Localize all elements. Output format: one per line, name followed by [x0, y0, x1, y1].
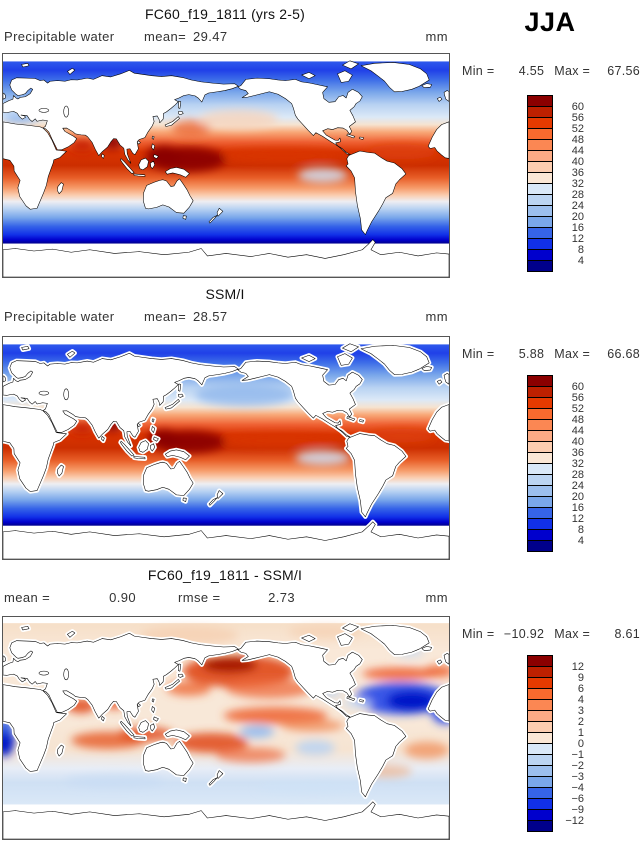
colorbar-tick-label: 56 [571, 112, 584, 124]
colorbar-cell [527, 260, 553, 272]
colorbar-tick-label: 16 [571, 222, 584, 234]
colorbar-tick-label: 1 [577, 727, 584, 739]
colorbar-tick-label: 16 [571, 502, 584, 514]
panel1-variable-label: Precipitable water [4, 29, 115, 44]
colorbar-tick-label: 2 [577, 716, 584, 728]
panel3-rmse-label: rmse = [178, 590, 221, 605]
panel3-mean-value: 0.90 [109, 590, 136, 605]
max-value: 66.68 [607, 347, 640, 361]
panel2-minmax: Min = 5.88 Max = 66.68 [462, 347, 640, 361]
colorbar-tick-label: 40 [571, 156, 584, 168]
colorbar-tick-label: 24 [571, 200, 584, 212]
colorbar-tick-label: −6 [571, 793, 584, 805]
colorbar-tick-label: 28 [571, 189, 584, 201]
colorbar-tick-label: −4 [571, 782, 584, 794]
colorbar-tick-label: 52 [571, 123, 584, 135]
colorbar-tick-label: 0 [577, 738, 584, 750]
panel1-map-svg [3, 60, 449, 277]
colorbar-cell [527, 540, 553, 552]
panel1-mean-label: mean= [144, 29, 187, 44]
panel3-colorbar: 12 9 6 4 3 2 1 0 −1 −2 −3 −4 −6 −9 −12 [527, 655, 584, 832]
colorbar-tick-label: 32 [571, 178, 584, 190]
panel1-field [3, 61, 449, 244]
colorbar-tick-label: 40 [571, 436, 584, 448]
panel2-colorbar: 60 56 52 48 44 40 36 32 28 24 20 16 12 8 4 [527, 375, 584, 552]
colorbar-tick-label: 8 [577, 524, 584, 536]
colorbar-tick-label: 6 [577, 683, 584, 695]
min-value: 5.88 [518, 347, 545, 361]
min-label: Min = [462, 627, 495, 641]
panel2-variable-label: Precipitable water [4, 309, 115, 324]
panel3-map-svg [3, 617, 449, 839]
colorbar-tick-label: −3 [571, 771, 584, 783]
colorbar-tick-label: 12 [571, 661, 584, 673]
colorbar-tick-label: 48 [571, 134, 584, 146]
panel3-units: mm [425, 590, 448, 605]
colorbar-tick-label: 3 [577, 705, 584, 717]
colorbar-tick-label: −2 [571, 760, 584, 772]
panel3-title: FC60_f19_1811 - SSM/I [147, 567, 303, 583]
colorbar-tick-label: 60 [571, 381, 584, 393]
min-label: Min = [462, 64, 495, 78]
colorbar-tick-label: 4 [577, 535, 584, 547]
panel1-colorbar: 60 56 52 48 44 40 36 32 28 24 20 16 12 8 4 [527, 95, 584, 272]
panel3-minmax: Min = −10.92 Max = 8.61 [462, 627, 640, 641]
panel3-rmse-value: 2.73 [268, 590, 295, 605]
panel2-mean-value: 28.57 [193, 309, 228, 324]
colorbar-tick-label: 36 [571, 447, 584, 459]
min-label: Min = [462, 347, 495, 361]
panel2-map-svg [3, 337, 449, 559]
colorbar-tick-label: 4 [577, 255, 584, 267]
colorbar-tick-label: 48 [571, 414, 584, 426]
panel1-title: FC60_f19_1811 (yrs 2-5) [145, 6, 305, 22]
colorbar-tick-label: 60 [571, 101, 584, 113]
min-value: 4.55 [518, 64, 545, 78]
season-label: JJA [524, 7, 576, 37]
colorbar-tick-label: 20 [571, 491, 584, 503]
panel3-map [2, 616, 450, 840]
colorbar-tick-label: −1 [571, 749, 584, 761]
colorbar-tick-label: 20 [571, 211, 584, 223]
panel1-mean-value: 29.47 [193, 29, 228, 44]
min-value: −10.92 [503, 627, 545, 641]
colorbar-tick-label: 12 [571, 513, 584, 525]
max-label: Max = [554, 64, 591, 78]
panel1-units: mm [425, 29, 448, 44]
colorbar-tick-label: 4 [577, 694, 584, 706]
max-value: 67.56 [607, 64, 640, 78]
colorbar-tick-label: 24 [571, 480, 584, 492]
colorbar-tick-label: −12 [565, 815, 584, 827]
panel1-map [2, 53, 450, 278]
max-label: Max = [554, 347, 591, 361]
panel2-units: mm [425, 309, 448, 324]
colorbar-tick-label: 44 [571, 145, 584, 157]
max-value: 8.61 [614, 627, 640, 641]
panel2-map [2, 336, 450, 560]
colorbar-tick-label: 9 [577, 672, 584, 684]
colorbar-tick-label: 56 [571, 392, 584, 404]
panel2-title: SSM/I [205, 286, 245, 302]
max-label: Max = [554, 627, 591, 641]
colorbar-tick-label: 36 [571, 167, 584, 179]
colorbar-tick-label: 32 [571, 458, 584, 470]
colorbar-tick-label: 44 [571, 425, 584, 437]
colorbar-tick-label: 8 [577, 244, 584, 256]
panel2-mean-label: mean= [144, 309, 187, 324]
colorbar-tick-label: 52 [571, 403, 584, 415]
colorbar-cell [527, 820, 553, 832]
colorbar-tick-label: 12 [571, 233, 584, 245]
panel1-minmax: Min = 4.55 Max = 67.56 [462, 64, 640, 78]
colorbar-tick-label: 28 [571, 469, 584, 481]
colorbar-tick-label: −9 [571, 804, 584, 816]
panel3-mean-label: mean = [4, 590, 51, 605]
